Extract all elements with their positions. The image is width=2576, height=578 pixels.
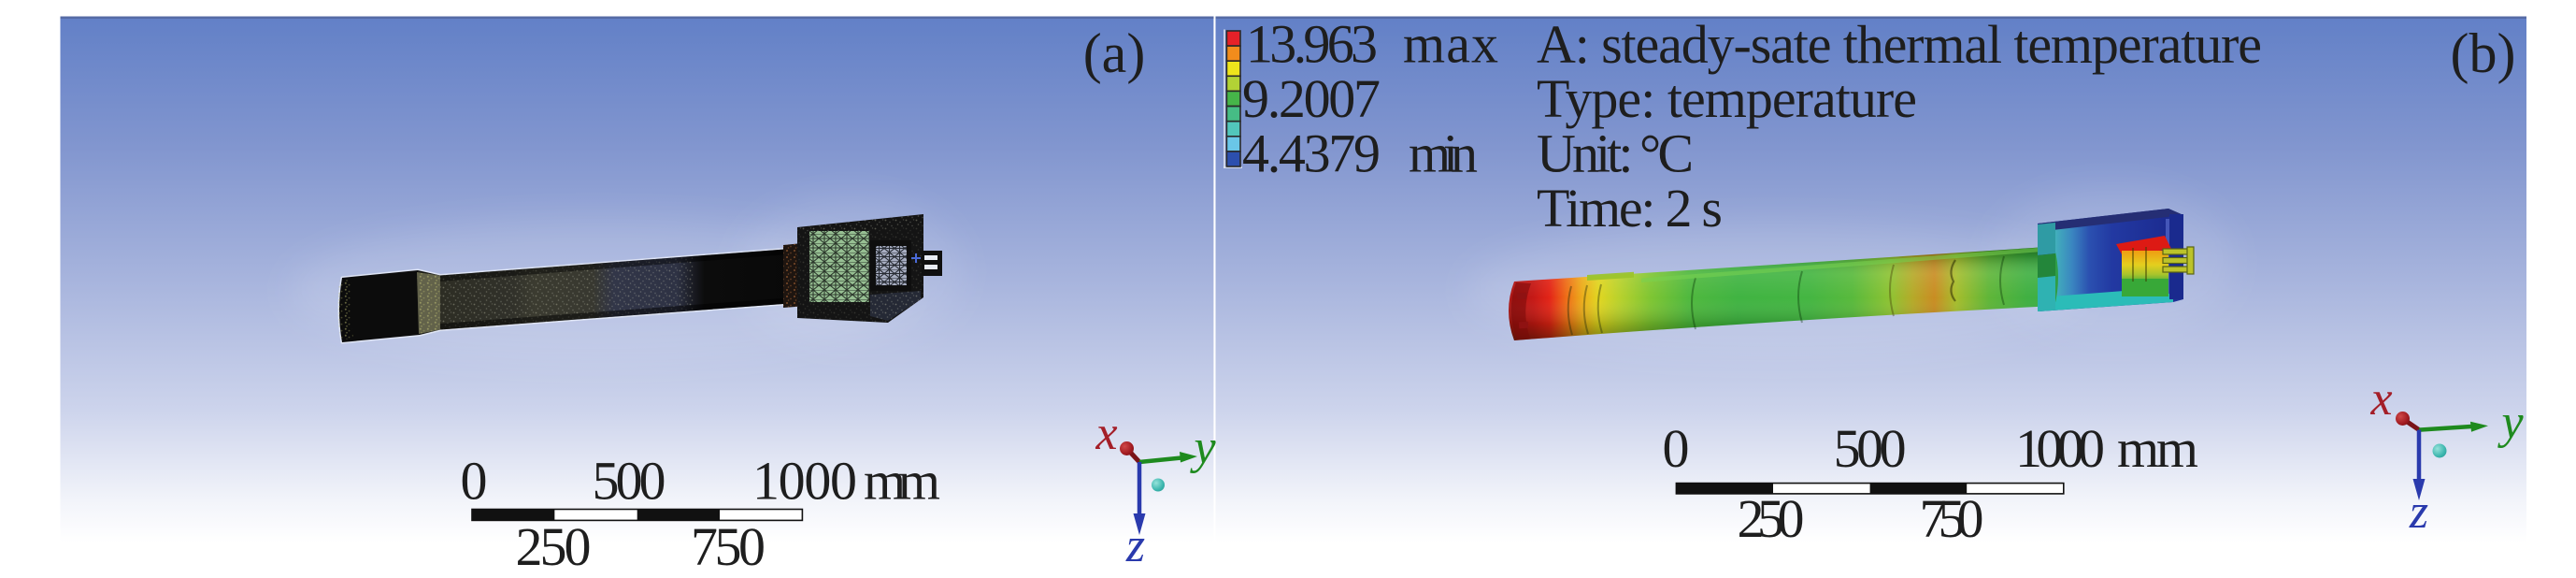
svg-text:4.4379: 4.4379: [1242, 123, 1381, 184]
svg-text:500: 500: [593, 451, 666, 512]
svg-text:250: 250: [516, 516, 592, 577]
svg-text:9.2007: 9.2007: [1242, 68, 1381, 129]
svg-text:(a): (a): [1083, 22, 1146, 84]
svg-text:mm: mm: [2117, 418, 2198, 479]
svg-text:Time: 2 s: Time: 2 s: [1537, 178, 1723, 238]
svg-text:y: y: [2497, 396, 2524, 449]
svg-text:z: z: [2409, 485, 2428, 539]
svg-text:y: y: [1189, 421, 1216, 474]
svg-text:x: x: [1095, 407, 1117, 460]
svg-text:1000: 1000: [2015, 418, 2105, 479]
svg-text:max: max: [1403, 14, 1498, 75]
svg-text:A: steady-sate thermal tempera: A: steady-sate thermal temperature: [1537, 14, 2262, 75]
svg-text:min: min: [1409, 123, 1478, 184]
svg-text:0: 0: [461, 451, 488, 512]
svg-text:x: x: [2369, 372, 2392, 426]
svg-text:500: 500: [1834, 418, 1907, 479]
svg-text:750: 750: [1920, 488, 1984, 549]
svg-text:Unit: °C: Unit: °C: [1537, 123, 1694, 184]
svg-text:250: 250: [1738, 488, 1805, 549]
svg-text:1000: 1000: [752, 451, 857, 512]
svg-text:mm: mm: [864, 451, 940, 512]
svg-text:750: 750: [691, 516, 766, 577]
svg-text:(b): (b): [2451, 22, 2516, 84]
svg-text:0: 0: [1663, 418, 1690, 479]
svg-text:13.963: 13.963: [1246, 14, 1378, 75]
svg-text:z: z: [1125, 519, 1145, 572]
svg-text:Type: temperature: Type: temperature: [1537, 68, 1917, 129]
